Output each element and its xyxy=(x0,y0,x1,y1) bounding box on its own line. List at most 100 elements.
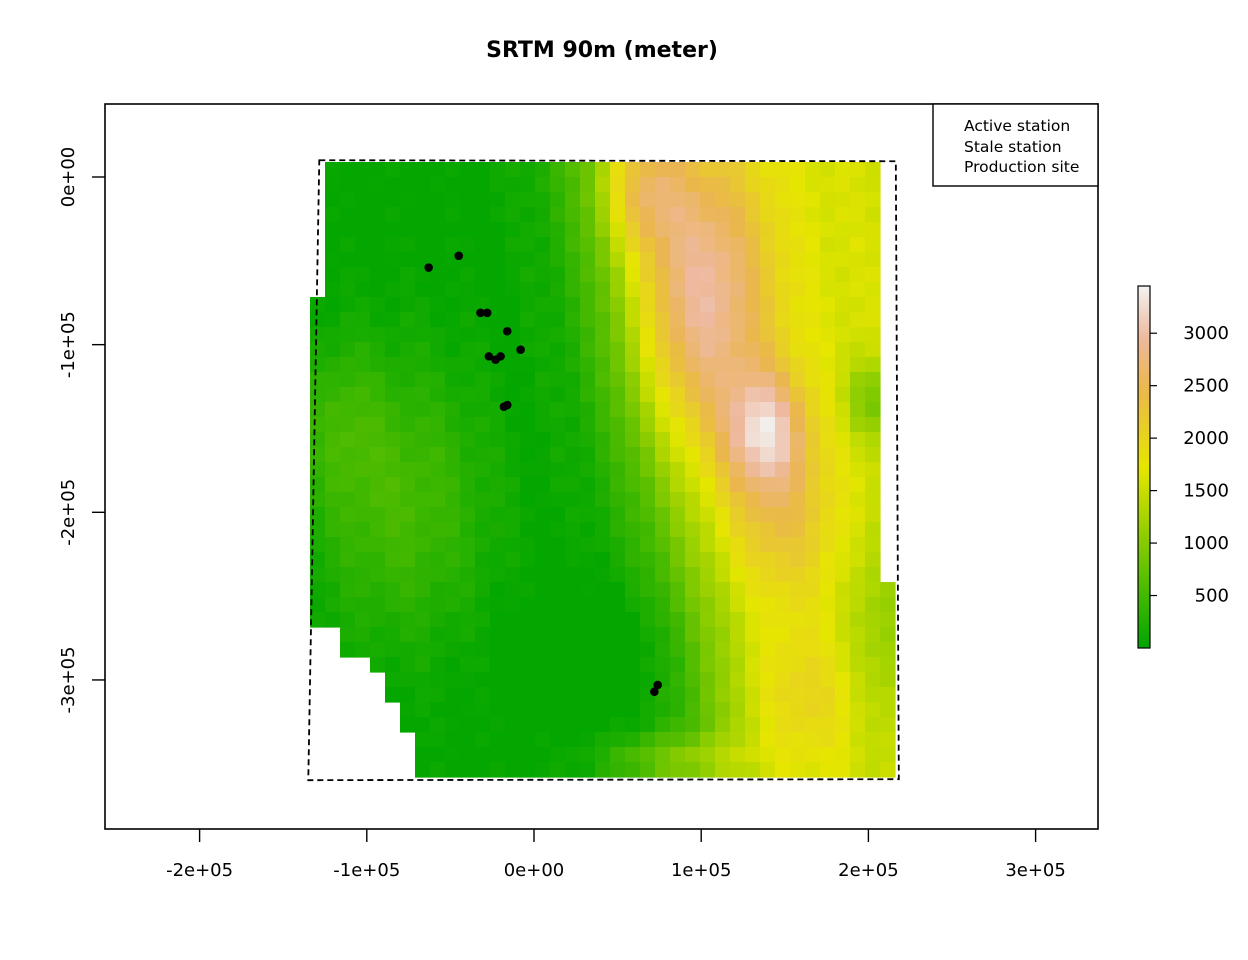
raster-cell xyxy=(385,192,401,208)
raster-cell xyxy=(775,672,791,688)
raster-cell xyxy=(430,477,446,493)
raster-cell xyxy=(580,477,596,493)
raster-cell xyxy=(595,687,611,703)
raster-cell xyxy=(850,447,866,463)
raster-cell xyxy=(670,342,686,358)
raster-cell xyxy=(610,432,626,448)
raster-cell xyxy=(850,297,866,313)
raster-cell xyxy=(370,567,386,583)
raster-cell xyxy=(430,582,446,598)
raster-cell xyxy=(820,597,836,613)
raster-cell xyxy=(445,447,461,463)
raster-cell xyxy=(505,582,521,598)
raster-cell xyxy=(520,447,536,463)
raster-cell xyxy=(685,402,701,418)
raster-cell xyxy=(730,567,746,583)
raster-cell xyxy=(610,162,626,178)
raster-cell xyxy=(415,567,431,583)
raster-cell xyxy=(580,582,596,598)
raster-cell xyxy=(850,732,866,748)
raster-cell xyxy=(580,222,596,238)
raster-cell xyxy=(325,432,341,448)
raster-cell xyxy=(850,582,866,598)
raster-cell xyxy=(700,327,716,343)
raster-cell xyxy=(685,612,701,628)
raster-cell xyxy=(610,537,626,553)
raster-cell xyxy=(775,192,791,208)
raster-cell xyxy=(670,507,686,523)
raster-cell xyxy=(415,597,431,613)
raster-cell xyxy=(340,477,356,493)
raster-cell xyxy=(385,402,401,418)
raster-cell xyxy=(760,222,776,238)
raster-cell xyxy=(670,357,686,373)
raster-cell xyxy=(685,492,701,508)
raster-cell xyxy=(655,477,671,493)
raster-cell xyxy=(550,762,566,778)
raster-cell xyxy=(595,627,611,643)
raster-cell xyxy=(865,312,881,328)
raster-cell xyxy=(850,507,866,523)
raster-cell xyxy=(340,462,356,478)
raster-cell xyxy=(745,177,761,193)
raster-cell xyxy=(580,312,596,328)
raster-cell xyxy=(670,597,686,613)
raster-cell xyxy=(610,597,626,613)
raster-cell xyxy=(865,282,881,298)
raster-cell xyxy=(820,387,836,403)
raster-cell xyxy=(325,252,341,268)
raster-cell xyxy=(715,507,731,523)
raster-cell xyxy=(520,222,536,238)
raster-cell xyxy=(325,327,341,343)
raster-cell xyxy=(565,717,581,733)
raster-cell xyxy=(595,432,611,448)
colorbar-tick-label: 1500 xyxy=(1183,481,1229,502)
raster-cell xyxy=(340,312,356,328)
raster-cell xyxy=(505,282,521,298)
raster-cell xyxy=(865,447,881,463)
raster-cell xyxy=(445,522,461,538)
raster-cell xyxy=(790,282,806,298)
raster-cell xyxy=(715,702,731,718)
raster-cell xyxy=(655,507,671,523)
raster-cell xyxy=(610,642,626,658)
raster-cell xyxy=(775,642,791,658)
raster-cell xyxy=(430,192,446,208)
raster-cell xyxy=(415,387,431,403)
raster-cell xyxy=(790,162,806,178)
raster-cell xyxy=(730,477,746,493)
raster-cell xyxy=(625,327,641,343)
raster-cell xyxy=(565,552,581,568)
raster-cell xyxy=(565,492,581,508)
raster-cell xyxy=(865,462,881,478)
raster-cell xyxy=(760,282,776,298)
raster-cell xyxy=(520,162,536,178)
raster-cell xyxy=(340,342,356,358)
raster-cell xyxy=(535,222,551,238)
raster-cell xyxy=(400,207,416,223)
raster-cell xyxy=(595,192,611,208)
raster-cell xyxy=(400,222,416,238)
raster-cell xyxy=(670,672,686,688)
raster-cell xyxy=(490,687,506,703)
raster-cell xyxy=(550,297,566,313)
raster-cell xyxy=(490,762,506,778)
raster-cell xyxy=(730,657,746,673)
raster-cell xyxy=(415,612,431,628)
raster-cell xyxy=(655,597,671,613)
raster-cell xyxy=(610,372,626,388)
raster-cell xyxy=(880,672,896,688)
raster-cell xyxy=(865,387,881,403)
raster-cell xyxy=(655,492,671,508)
raster-cell xyxy=(370,627,386,643)
raster-cell xyxy=(385,477,401,493)
raster-cell xyxy=(580,372,596,388)
raster-cell xyxy=(820,192,836,208)
raster-cell xyxy=(610,507,626,523)
raster-cell xyxy=(415,687,431,703)
raster-cell xyxy=(400,162,416,178)
raster-cell xyxy=(355,477,371,493)
raster-cell xyxy=(340,417,356,433)
raster-cell xyxy=(820,237,836,253)
raster-cell xyxy=(430,177,446,193)
